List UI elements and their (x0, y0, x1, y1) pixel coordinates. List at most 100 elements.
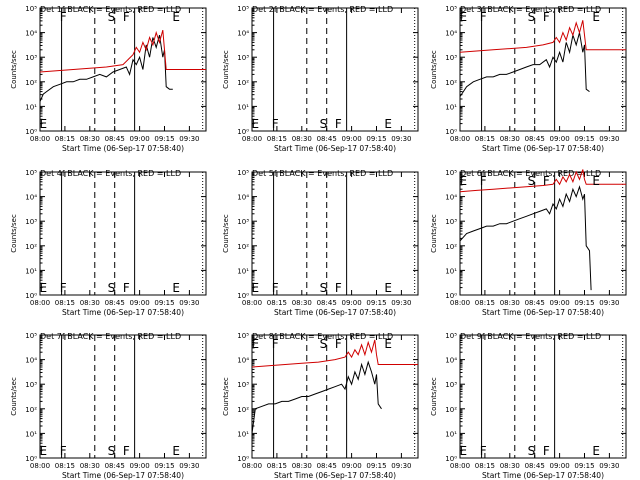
x-tick-label: 08:45 (525, 135, 545, 143)
panel-title: Det 7f BLACK = Events, RED = LLD (40, 332, 181, 341)
y-tick-label: 10⁰ (25, 128, 37, 136)
marker-letter: E (384, 337, 392, 351)
marker-letter: F (335, 281, 342, 295)
marker-letter: F (123, 444, 130, 458)
plot-frame (459, 7, 627, 132)
x-tick-label: 09:00 (342, 299, 362, 307)
detector-panel-1: 10⁰ 10¹ 10² 10³ 10⁴ 10⁵ 08:00 08:15 08:30 08:45 09… (10, 5, 207, 153)
x-tick-label: 08:30 (80, 135, 100, 143)
marker-letter: E (460, 10, 468, 24)
x-axis-title: Start Time (06-Sep-17 07:58:40) (482, 144, 604, 153)
panel-title: Det 1f BLACK = Events, RED = LLD (40, 5, 181, 14)
x-tick-label: 09:30 (179, 135, 199, 143)
y-axis-title: Counts/sec (10, 377, 18, 416)
marker-letter: S (108, 444, 116, 458)
detector-panel-9: 10⁰ 10¹ 10² 10³ 10⁴ 10⁵ 08:00 08:15 08:30 08:45 09… (430, 332, 627, 480)
y-tick-label: 10⁴ (237, 194, 249, 202)
x-axis-title: Start Time (06-Sep-17 07:58:40) (482, 471, 604, 480)
marker-letter: E (592, 10, 600, 24)
x-tick-label: 09:00 (550, 135, 570, 143)
plot-frame (459, 334, 627, 459)
y-tick-label: 10³ (25, 218, 37, 226)
detector-panel-5: 10⁰ 10¹ 10² 10³ 10⁴ 10⁵ 08:00 08:15 08:30 08:45 09… (222, 169, 419, 317)
x-tick-label: 08:15 (475, 135, 495, 143)
x-tick-label: 09:00 (342, 462, 362, 470)
y-tick-label: 10⁰ (25, 292, 37, 300)
y-tick-label: 10⁵ (25, 332, 37, 340)
detector-panel-4: 10⁰ 10¹ 10² 10³ 10⁴ 10⁵ 08:00 08:15 08:30 08:45 09… (10, 169, 207, 317)
y-tick-label: 10⁵ (237, 5, 249, 13)
y-tick-label: 10⁰ (237, 455, 249, 463)
x-tick-label: 08:30 (500, 299, 520, 307)
x-tick-label: 08:45 (105, 462, 125, 470)
marker-letter: S (320, 337, 328, 351)
marker-letter: F (272, 117, 279, 131)
x-axis-title: Start Time (06-Sep-17 07:58:40) (62, 471, 184, 480)
lld-series-line (459, 20, 626, 53)
panel-title: Det 5f BLACK = Events, RED = LLD (252, 169, 393, 178)
x-tick-label: 09:00 (550, 462, 570, 470)
y-tick-label: 10⁰ (445, 128, 457, 136)
marker-letter: S (108, 10, 116, 24)
events-series-line (459, 32, 590, 97)
x-axis-title: Start Time (06-Sep-17 07:58:40) (274, 144, 396, 153)
panel-title: Det 6f BLACK = Events, RED = LLD (460, 169, 601, 178)
marker-letter: F (272, 337, 279, 351)
events-series-line (251, 360, 382, 434)
marker-letter: S (528, 10, 536, 24)
y-tick-label: 10⁰ (445, 455, 457, 463)
x-tick-label: 08:00 (450, 462, 470, 470)
y-tick-label: 10² (445, 79, 457, 87)
y-tick-label: 10² (445, 243, 457, 251)
detector-panel-3: 10⁰ 10¹ 10² 10³ 10⁴ 10⁵ 08:00 08:15 08:30 08:45 09… (430, 5, 627, 153)
marker-letter: F (123, 281, 130, 295)
marker-letter: S (320, 281, 328, 295)
detector-panel-6: 10⁰ 10¹ 10² 10³ 10⁴ 10⁵ 08:00 08:15 08:30 08:45 09… (430, 169, 627, 317)
y-tick-label: 10³ (237, 54, 249, 62)
panel-title: Det 9f BLACK = Events, RED = LLD (460, 332, 601, 341)
marker-letter: E (252, 281, 260, 295)
marker-letter: E (252, 337, 260, 351)
x-tick-label: 08:15 (267, 135, 287, 143)
marker-letter: F (272, 281, 279, 295)
marker-letter: S (108, 281, 116, 295)
marker-letter: E (40, 117, 48, 131)
y-tick-label: 10³ (237, 381, 249, 389)
x-tick-label: 08:30 (292, 135, 312, 143)
x-axis-title: Start Time (06-Sep-17 07:58:40) (274, 471, 396, 480)
panel-title: Det 4f BLACK = Events, RED = LLD (40, 169, 181, 178)
x-tick-label: 08:00 (450, 135, 470, 143)
y-tick-label: 10² (25, 79, 37, 87)
x-tick-label: 08:30 (292, 299, 312, 307)
y-tick-label: 10⁴ (445, 30, 457, 38)
x-tick-label: 09:15 (366, 299, 386, 307)
y-tick-label: 10⁵ (237, 169, 249, 177)
y-axis-title: Counts/sec (10, 50, 18, 89)
x-tick-label: 08:15 (55, 135, 75, 143)
panel-title: Det 3f BLACK = Events, RED = LLD (460, 5, 601, 14)
y-tick-label: 10⁵ (237, 332, 249, 340)
x-tick-label: 08:00 (450, 299, 470, 307)
x-tick-label: 09:30 (391, 299, 411, 307)
x-tick-label: 09:15 (154, 299, 174, 307)
y-tick-label: 10² (237, 243, 249, 251)
x-tick-label: 09:15 (574, 135, 594, 143)
x-tick-label: 09:00 (342, 135, 362, 143)
x-tick-label: 08:15 (55, 299, 75, 307)
y-tick-label: 10⁰ (25, 455, 37, 463)
x-tick-label: 09:15 (154, 135, 174, 143)
x-tick-label: 08:30 (292, 462, 312, 470)
y-axis-title: Counts/sec (222, 50, 230, 89)
y-tick-label: 10⁵ (25, 169, 37, 177)
plot-frame (39, 171, 207, 296)
panel-title: Det 2f BLACK = Events, RED = LLD (252, 5, 393, 14)
y-tick-label: 10⁴ (237, 30, 249, 38)
y-tick-label: 10⁴ (237, 357, 249, 365)
plot-frame (251, 7, 419, 132)
marker-letter: E (460, 444, 468, 458)
y-tick-label: 10⁰ (237, 292, 249, 300)
x-tick-label: 08:15 (55, 462, 75, 470)
x-tick-label: 09:30 (391, 135, 411, 143)
